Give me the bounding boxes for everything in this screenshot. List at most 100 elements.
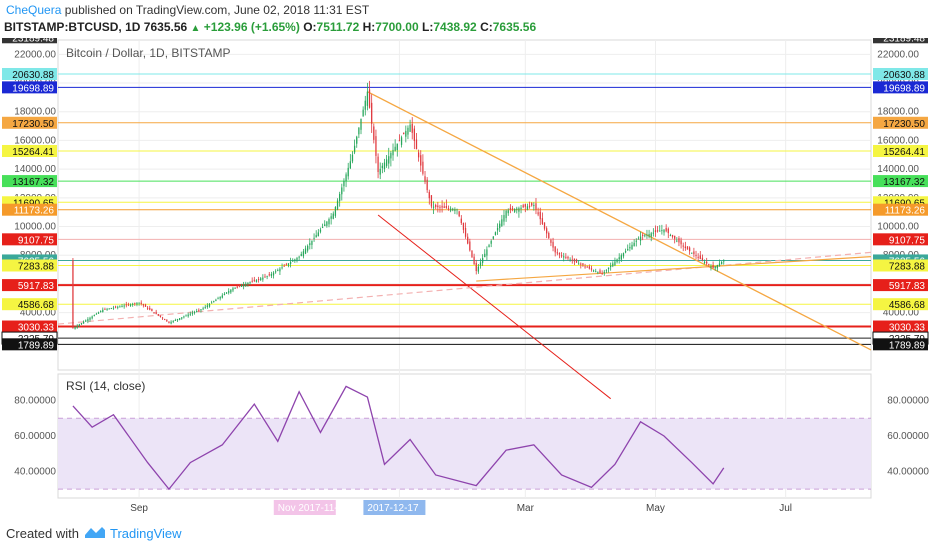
candle-body xyxy=(240,285,243,287)
candle-body xyxy=(334,207,337,216)
candle-body xyxy=(411,124,413,133)
candle-body xyxy=(558,253,561,255)
candle-body xyxy=(302,251,305,257)
level-label-left: 19698.89 xyxy=(12,83,54,94)
candle-body xyxy=(614,261,616,266)
candle-body xyxy=(91,316,93,319)
candle-body xyxy=(309,243,311,246)
candle-body xyxy=(136,302,138,305)
candle-body xyxy=(488,245,490,248)
candle-body xyxy=(586,266,588,268)
candle-body xyxy=(400,137,403,145)
candle-body xyxy=(196,310,198,312)
candle-body xyxy=(407,127,409,135)
candle-body xyxy=(379,168,381,175)
candle-body xyxy=(710,266,712,268)
rsi-tick-label-left: 60.00000 xyxy=(14,431,56,442)
level-badge-left xyxy=(2,116,57,129)
candle-body xyxy=(127,304,130,306)
candle-body xyxy=(678,238,680,243)
level-badge-right xyxy=(873,81,928,94)
candle-body xyxy=(228,291,230,293)
candle-body xyxy=(249,282,251,284)
candle-body xyxy=(629,246,631,249)
candle-body xyxy=(349,161,351,169)
x-tick-label: May xyxy=(646,503,665,514)
y-tick-label-right: 14000.00 xyxy=(877,164,919,175)
candle-body xyxy=(170,321,172,324)
y-tick-label-left: 18000.00 xyxy=(14,107,56,118)
candle-body xyxy=(546,228,548,234)
level-label-left: 11173.26 xyxy=(14,206,55,217)
candle-body xyxy=(571,259,573,261)
candle-body xyxy=(661,230,663,232)
candle-body xyxy=(368,89,371,108)
candle-body xyxy=(680,240,682,245)
candle-body xyxy=(123,305,125,307)
candle-body xyxy=(277,269,279,271)
price-change: +123.96 (+1.65%) xyxy=(203,20,300,34)
rsi-tick-label-right: 40.00000 xyxy=(887,466,929,477)
x-badge-label: Nov 2017-11- xyxy=(278,503,338,514)
candle-body xyxy=(667,228,669,234)
candle-body xyxy=(383,162,386,170)
x-badge-bg xyxy=(363,500,426,515)
candle-body xyxy=(78,324,80,326)
candle-body xyxy=(563,256,565,258)
level-badge-left xyxy=(2,233,57,246)
rsi-tick-label-left: 40.00000 xyxy=(14,466,56,477)
candle-body xyxy=(74,327,76,329)
candle-body xyxy=(605,269,608,271)
candle-body xyxy=(644,235,646,237)
candle-body xyxy=(296,257,298,261)
candle-body xyxy=(80,323,83,325)
footer: Created with TradingView xyxy=(0,515,932,550)
candle-body xyxy=(578,263,580,265)
candle-body xyxy=(507,210,509,214)
candle-body xyxy=(247,282,249,285)
level-label-right: 20630.88 xyxy=(883,70,925,81)
candle-body xyxy=(388,156,390,164)
candle-body xyxy=(496,227,499,231)
candle-body xyxy=(313,237,315,239)
main-pane xyxy=(57,39,872,371)
candle-body xyxy=(328,218,330,225)
candle-body xyxy=(663,229,665,233)
candle-body xyxy=(236,286,238,288)
candle-body xyxy=(428,191,430,199)
candle-body xyxy=(213,301,215,303)
candle-body xyxy=(671,234,674,237)
candle-body xyxy=(492,236,494,239)
low-value: 7438.92 xyxy=(433,20,477,34)
candle-body xyxy=(676,240,678,242)
candle-body xyxy=(646,234,648,236)
candle-body xyxy=(522,205,524,208)
level-badge-right xyxy=(873,144,928,157)
candle-body xyxy=(656,230,659,232)
author-link[interactable]: CheQuera xyxy=(6,3,62,17)
candle-body xyxy=(390,153,392,159)
candle-body xyxy=(592,270,595,272)
candle-body xyxy=(484,253,486,258)
level-badge-left xyxy=(2,38,57,44)
candle-body xyxy=(341,187,343,195)
open-label: O: xyxy=(303,20,317,34)
candle-body xyxy=(588,266,590,269)
candle-body xyxy=(232,288,234,291)
candle-body xyxy=(708,264,710,266)
candle-body xyxy=(283,265,285,267)
candle-body xyxy=(142,304,144,306)
level-badge-right xyxy=(873,338,928,351)
tradingview-link[interactable]: TradingView xyxy=(110,526,182,541)
candle-body xyxy=(371,102,373,124)
level-label-left: 1789.89 xyxy=(18,340,55,351)
ohlc-legend: BITSTAMP:BTCUSD, 1D 7635.56 ▲ +123.96 (+… xyxy=(4,20,536,34)
candle-body xyxy=(526,206,529,210)
price-chart[interactable]: 22000.0022000.0020000.0020000.0018000.00… xyxy=(0,38,932,515)
publish-line: CheQuera published on TradingView.com, J… xyxy=(6,3,369,17)
candle-body xyxy=(332,213,334,219)
candle-body xyxy=(161,317,164,319)
candle-body xyxy=(289,261,292,264)
level-label-left: 20630.88 xyxy=(12,70,54,81)
candle-body xyxy=(356,136,358,144)
